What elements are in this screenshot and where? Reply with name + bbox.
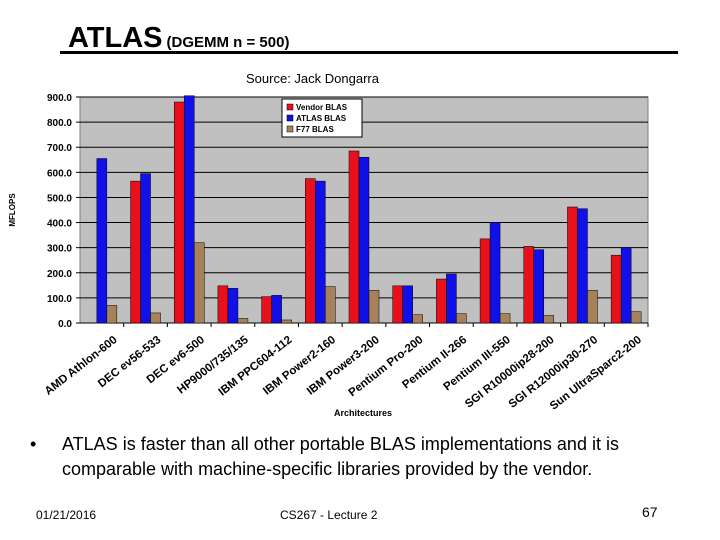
bar xyxy=(620,247,632,324)
bar xyxy=(150,312,161,324)
bar xyxy=(368,290,380,324)
y-tick-label: 500.0 xyxy=(47,193,72,204)
title-main: ATLAS xyxy=(68,22,163,54)
bar xyxy=(610,254,622,324)
y-tick-label: 0.0 xyxy=(58,319,72,330)
bullet-text: ATLAS is faster than all other portable … xyxy=(62,434,619,479)
title-subtitle: (DGEMM n = 500) xyxy=(166,34,290,51)
bar xyxy=(325,286,336,324)
bar xyxy=(193,242,205,324)
bar xyxy=(106,305,118,324)
y-tick-label: 400.0 xyxy=(47,219,72,230)
bar-chart: 0.0 100.0 200.0 300.0 400.0 500.0 600.0 700.0 80… xyxy=(8,93,649,418)
bar xyxy=(392,285,403,324)
bar xyxy=(499,313,511,324)
legend-label: Vendor BLAS xyxy=(296,103,348,112)
bar xyxy=(237,318,249,324)
legend-box xyxy=(281,98,363,138)
legend-label: F77 BLAS xyxy=(296,125,334,134)
bar xyxy=(436,278,447,324)
x-tick-label: IBM PPC604-112 xyxy=(217,334,295,399)
bar xyxy=(348,150,360,324)
bar xyxy=(305,178,316,324)
bar xyxy=(523,246,535,324)
bar xyxy=(271,295,282,324)
y-tick-label: 900.0 xyxy=(47,93,72,104)
bar xyxy=(402,285,413,324)
bar xyxy=(217,285,229,324)
bar xyxy=(630,311,642,324)
y-tick-label: 200.0 xyxy=(47,269,72,280)
y-tick-label: 700.0 xyxy=(47,143,72,154)
y-tick-label: 600.0 xyxy=(47,168,72,179)
bar xyxy=(456,313,467,324)
title-underline xyxy=(60,51,678,54)
bar xyxy=(567,206,578,324)
x-tick-label: AMD Athlon-600 xyxy=(43,334,120,398)
bar xyxy=(183,95,195,324)
bar xyxy=(315,180,326,324)
page-number: 67 xyxy=(642,504,658,520)
bullet-marker: • xyxy=(30,434,37,454)
x-tick-label: IBM Power3-200 xyxy=(305,334,382,398)
bar xyxy=(140,173,151,324)
legend-label: ATLAS BLAS xyxy=(296,114,347,123)
bar xyxy=(173,101,185,324)
y-axis-label: MFLOPS xyxy=(8,193,17,227)
chart-legend: Vendor BLAS ATLAS BLAS F77 BLAS xyxy=(281,98,363,138)
bar xyxy=(130,180,141,324)
x-axis-label: Architectures xyxy=(334,408,392,418)
footer-date: 01/21/2016 xyxy=(36,508,97,522)
bar xyxy=(533,249,545,324)
bar xyxy=(358,157,370,324)
source-credit: Source: Jack Dongarra xyxy=(246,71,379,86)
y-tick-label: 300.0 xyxy=(47,244,72,255)
legend-swatch xyxy=(286,114,294,122)
bar xyxy=(227,288,239,324)
bar xyxy=(446,273,457,324)
bar xyxy=(587,290,598,324)
bar xyxy=(96,158,108,324)
bar xyxy=(543,315,555,324)
bar xyxy=(577,208,588,324)
legend-swatch xyxy=(286,103,294,111)
y-tick-label: 100.0 xyxy=(47,294,72,305)
x-tick-label: Pentium Pro-200 xyxy=(347,334,426,399)
bar xyxy=(281,319,292,324)
legend-swatch xyxy=(286,125,294,133)
bar xyxy=(261,296,272,324)
bar xyxy=(489,222,501,324)
bar xyxy=(479,238,491,324)
bar xyxy=(412,314,423,324)
footer-lecture: CS267 - Lecture 2 xyxy=(280,508,378,522)
y-tick-label: 800.0 xyxy=(47,118,72,129)
x-tick-label: IBM Power2-160 xyxy=(261,334,338,398)
slide-title: ATLAS (DGEMM n = 500) xyxy=(68,22,289,55)
